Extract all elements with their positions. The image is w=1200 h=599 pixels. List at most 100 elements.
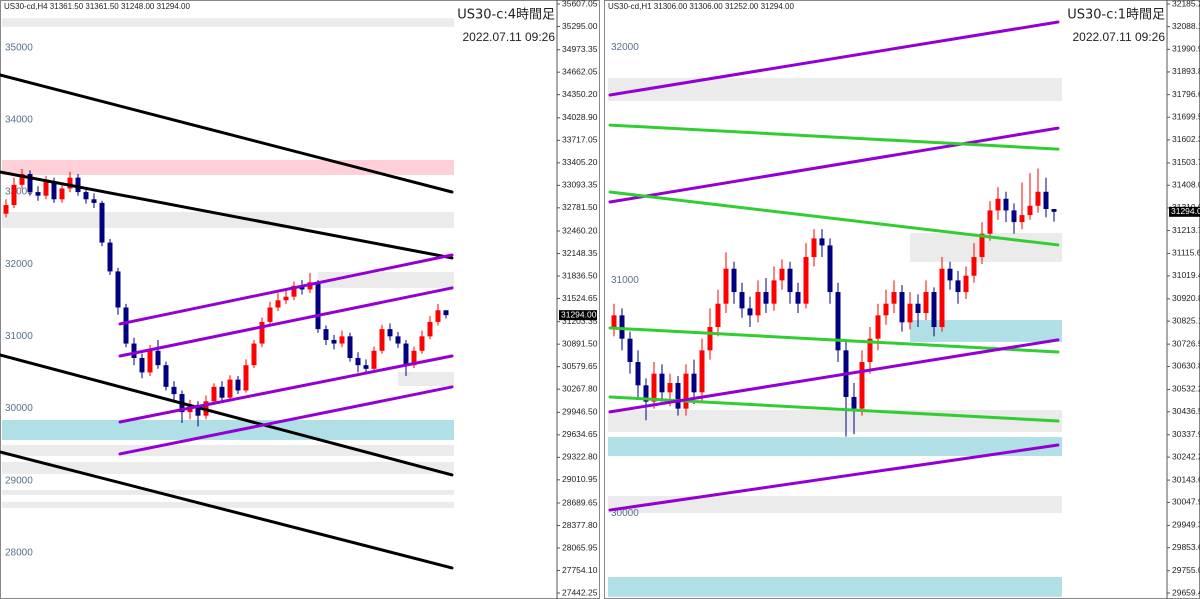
candle-body <box>291 285 297 297</box>
candle-body <box>331 339 337 344</box>
trendline <box>118 286 454 358</box>
candle-body <box>651 373 657 402</box>
candle-body <box>283 296 289 301</box>
candle-body <box>931 292 937 328</box>
zone <box>2 501 454 508</box>
candle-body <box>51 181 57 200</box>
candle-body <box>763 292 769 304</box>
candle-body <box>131 343 137 358</box>
y-tick-label: 30920.80 <box>1172 293 1200 303</box>
candle-body <box>907 303 913 323</box>
candle-body <box>139 357 145 373</box>
candle-body <box>659 373 665 393</box>
candle-body <box>379 329 385 351</box>
candle-body <box>899 292 905 323</box>
candle-body <box>923 292 929 314</box>
candle-body <box>19 174 25 185</box>
y-tick-label: 31503.70 <box>1172 157 1200 167</box>
trendline <box>0 450 454 570</box>
y-tick-label: 30436.50 <box>1172 406 1200 416</box>
y-tick-label: 29659.40 <box>1172 587 1200 597</box>
candle-body <box>75 177 81 193</box>
zone <box>608 77 1062 102</box>
y-tick-label: 30532.20 <box>1172 384 1200 394</box>
candle-body <box>939 268 945 328</box>
y-tick-label: 28377.80 <box>562 520 598 530</box>
trendline <box>608 190 1060 247</box>
price-label: 31294.00 <box>1171 206 1200 216</box>
trendline <box>608 126 1060 204</box>
candle-body <box>371 350 377 369</box>
candle-body <box>1043 191 1049 210</box>
y-tick-label: 33717.05 <box>562 135 598 145</box>
candle-body <box>355 357 361 366</box>
y-tick-label: 32781.50 <box>562 202 598 212</box>
candle-body <box>27 174 33 193</box>
candle-body <box>67 177 73 189</box>
candle-body <box>251 343 257 366</box>
candle-body <box>3 205 9 214</box>
trendline <box>118 354 454 424</box>
candle-body <box>619 315 625 339</box>
y-tick-label: 33405.20 <box>562 157 598 167</box>
y-tick-label: 30047.90 <box>1172 497 1200 507</box>
candle-body <box>1035 191 1041 206</box>
level-label: 35000 <box>5 42 33 53</box>
trendline <box>608 20 1060 97</box>
level-label: 31000 <box>5 331 33 342</box>
candle-body <box>883 303 889 316</box>
y-tick-label: 29755.00 <box>1172 565 1200 575</box>
header: US30-cd,H1 31306.00 31306.00 31252.00 31… <box>608 2 794 11</box>
candle-body <box>363 365 369 369</box>
zone <box>2 211 454 228</box>
candle-body <box>163 365 169 387</box>
zone <box>608 577 1062 597</box>
candle-body <box>947 268 953 281</box>
header: US30-cd,H4 31361.50 31361.50 31248.00 31… <box>4 2 190 11</box>
title: US30-c:4時間足 <box>457 8 555 23</box>
candle-body <box>35 192 41 196</box>
candle-body <box>731 268 737 293</box>
candle-body <box>803 257 809 304</box>
subtitle: 2022.07.11 09:26 <box>1072 30 1165 44</box>
candle-body <box>995 198 1001 211</box>
candle-body <box>227 379 233 398</box>
candle-body <box>275 300 281 308</box>
candle-body <box>259 321 265 344</box>
candle-body <box>811 238 817 258</box>
zone <box>608 410 1062 432</box>
trendline <box>0 353 454 477</box>
candle-body <box>43 181 49 196</box>
level-label: 31000 <box>611 275 639 286</box>
level-label: 33000 <box>5 187 33 198</box>
y-tick-label: 30337.90 <box>1172 429 1200 439</box>
y-tick-label: 33093.35 <box>562 180 598 190</box>
candle-body <box>835 292 841 351</box>
y-tick-label: 31990.90 <box>1172 44 1200 54</box>
candle-body <box>891 292 897 304</box>
trendline <box>608 443 1060 512</box>
y-tick-label: 32088.10 <box>1172 21 1200 31</box>
candle-body <box>171 386 177 395</box>
candle-body <box>755 292 761 316</box>
level-label: 29000 <box>5 475 33 486</box>
candle-body <box>795 292 801 304</box>
y-tick-label: 32460.20 <box>562 225 598 235</box>
y-tick-label: 30630.80 <box>1172 361 1200 371</box>
candle-body <box>427 321 433 337</box>
candle-body <box>387 329 393 337</box>
candle-body <box>115 271 121 308</box>
y-tick-label: 30891.50 <box>562 338 598 348</box>
level-label: 32000 <box>5 259 33 270</box>
y-tick-label: 34350.20 <box>562 89 598 99</box>
candle-body <box>107 242 113 272</box>
candle-body <box>875 315 881 339</box>
y-tick-label: 27442.25 <box>562 587 598 597</box>
candle-body <box>611 315 617 328</box>
y-tick-label: 31408.00 <box>1172 179 1200 189</box>
zone <box>2 419 454 440</box>
candle-body <box>347 336 353 358</box>
candle-body <box>1027 205 1033 216</box>
candle-body <box>867 338 873 362</box>
